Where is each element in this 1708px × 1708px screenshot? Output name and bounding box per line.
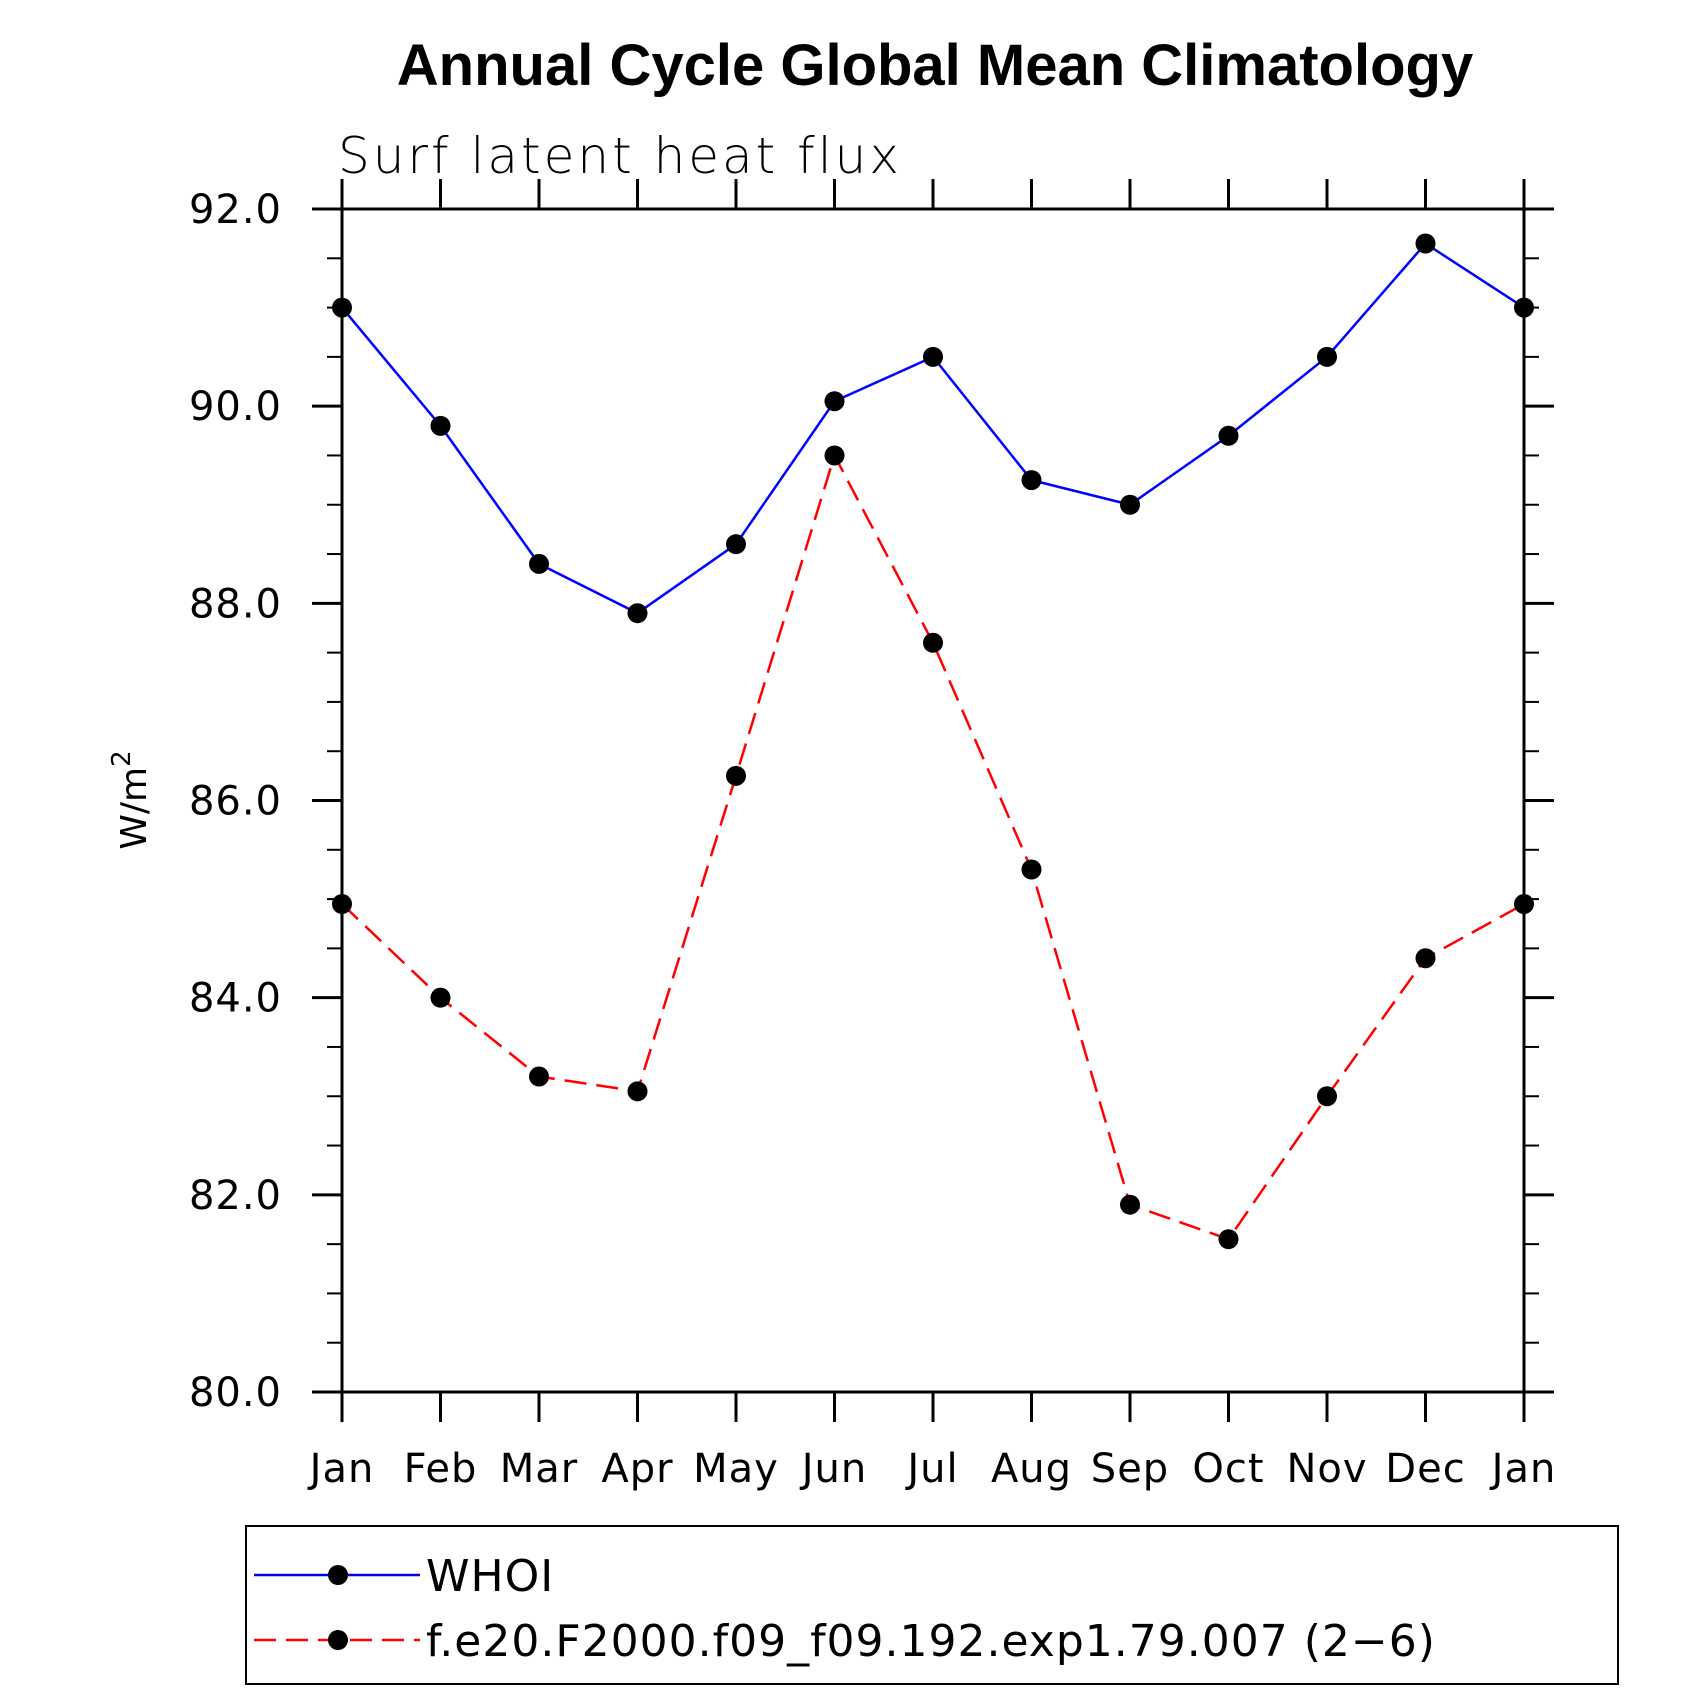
data-point	[726, 765, 746, 786]
x-tick-label: Jun	[799, 1446, 868, 1492]
data-point	[1317, 1086, 1337, 1107]
x-tick-label: May	[693, 1446, 779, 1492]
legend-label: WHOI	[426, 1551, 554, 1602]
data-point	[332, 894, 352, 915]
data-point	[1415, 233, 1436, 254]
data-point	[1120, 494, 1140, 515]
data-point	[1415, 948, 1436, 969]
data-point	[726, 534, 746, 555]
svg-text:W/m2: W/m2	[107, 750, 155, 849]
y-axis-label: W/m2	[107, 750, 155, 849]
legend-label: f.e20.F2000.f09_f09.192.exp1.79.007 (2−6…	[426, 1616, 1436, 1667]
x-tick-label: Dec	[1385, 1446, 1465, 1492]
x-tick-label: Sep	[1091, 1446, 1169, 1492]
data-point	[824, 445, 845, 466]
data-point	[1317, 346, 1337, 367]
series-line	[341, 452, 1525, 1241]
data-point	[1514, 894, 1534, 915]
series-2	[332, 445, 1534, 1250]
x-tick-labels: Jan Feb Mar Apr May Jun Jul Aug Sep Oct Nov Dec Jan	[307, 1446, 1557, 1492]
x-tick-label: Feb	[404, 1446, 478, 1492]
data-point	[1218, 1229, 1239, 1250]
data-point	[1120, 1194, 1140, 1215]
x-tick-label: Jan	[1489, 1446, 1557, 1492]
legend-box	[245, 1525, 1619, 1685]
data-point	[1218, 425, 1239, 446]
legend-marker	[328, 1630, 348, 1650]
data-point	[627, 603, 648, 624]
series-1	[332, 233, 1534, 624]
y-tick-label: 82.0	[189, 1173, 282, 1219]
data-point	[1514, 297, 1534, 318]
chart-title: Annual Cycle Global Mean Climatology	[397, 33, 1473, 98]
series-line	[341, 241, 1525, 615]
data-point	[529, 1066, 549, 1087]
data-point	[332, 297, 352, 318]
y-axis-label-superscript: 2	[107, 750, 137, 767]
data-point	[1021, 859, 1042, 880]
x-tick-label: Aug	[991, 1446, 1072, 1492]
data-point	[430, 987, 451, 1008]
data-point	[627, 1081, 648, 1102]
data-point	[1021, 470, 1042, 491]
y-tick-label: 80.0	[189, 1370, 282, 1416]
x-tick-label: Jul	[904, 1446, 958, 1492]
x-tick-label: Jan	[307, 1446, 375, 1492]
y-tick-label: 86.0	[189, 779, 282, 825]
legend: WHOI f.e20.F2000.f09_f09.192.exp1.79.007 …	[245, 1525, 1619, 1685]
plot-frame	[340, 207, 1526, 1394]
data-point	[529, 553, 549, 574]
y-tick-label: 92.0	[189, 187, 282, 233]
legend-marker	[328, 1565, 348, 1585]
y-tick-label: 84.0	[189, 976, 282, 1022]
y-tick-labels: 80.0 82.0 84.0 86.0 88.0 90.0 92.0	[189, 187, 282, 1416]
data-point	[430, 415, 451, 436]
data-point	[923, 632, 943, 653]
chart-subtitle: Surf latent heat flux	[338, 127, 902, 185]
series-layer	[332, 233, 1534, 1250]
x-tick-label: Nov	[1286, 1446, 1367, 1492]
y-axis-label-text: W/m	[114, 767, 155, 850]
x-tick-label: Mar	[500, 1446, 578, 1492]
axis-ticks	[312, 179, 1554, 1422]
x-tick-label: Apr	[601, 1446, 673, 1492]
data-point	[923, 346, 943, 367]
y-tick-label: 88.0	[189, 581, 282, 627]
data-point	[824, 391, 845, 412]
x-tick-label: Oct	[1192, 1446, 1264, 1492]
y-tick-label: 90.0	[189, 384, 282, 430]
